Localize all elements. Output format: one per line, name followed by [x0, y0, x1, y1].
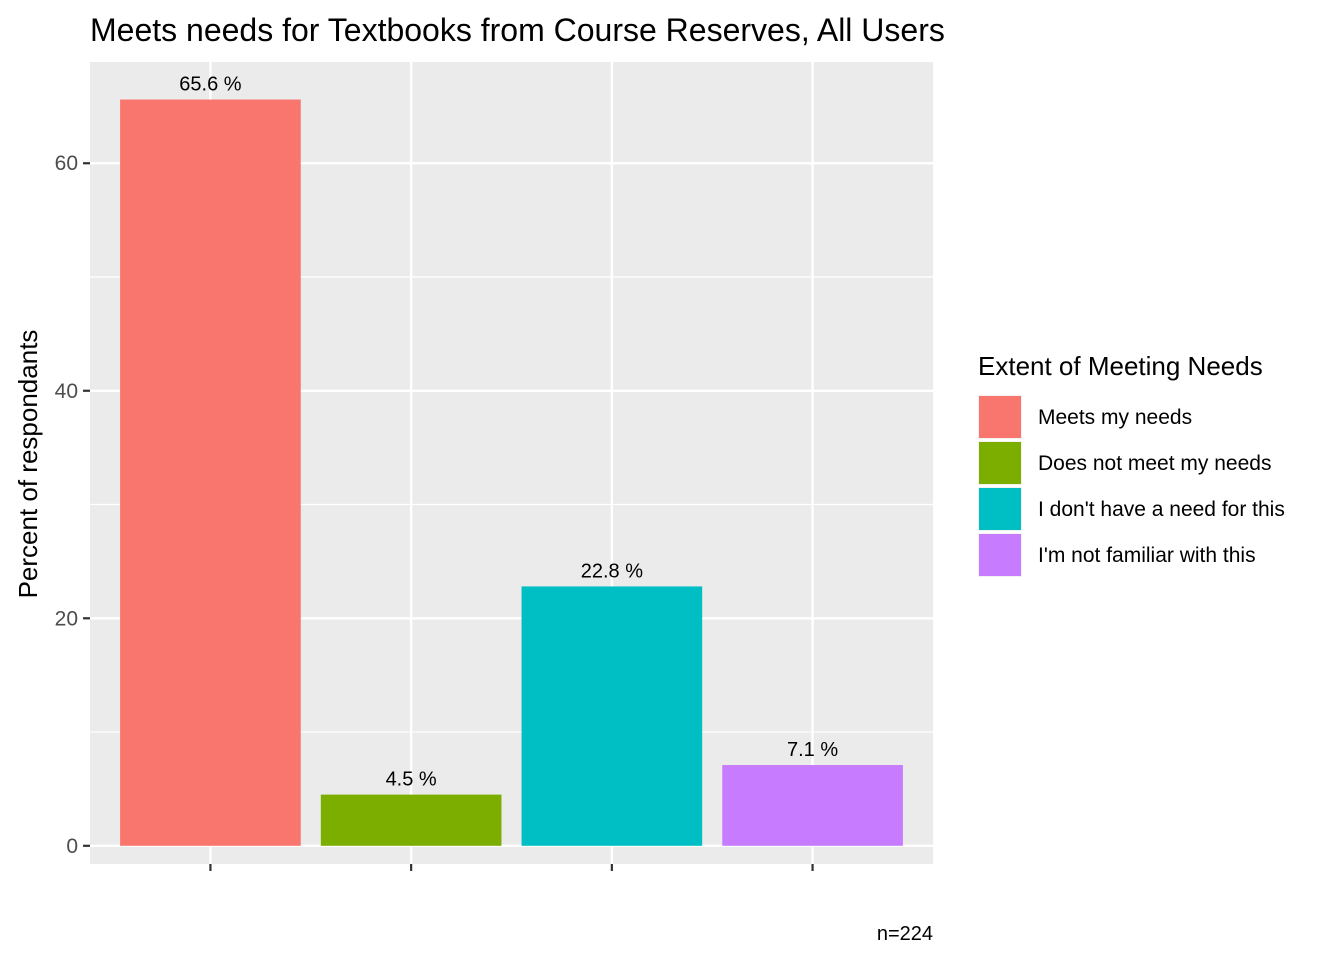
x-axis [209, 864, 814, 871]
y-tick-label: 60 [55, 152, 78, 175]
bars [120, 99, 903, 846]
bar-value-label: 65.6 % [179, 74, 241, 96]
chart-title: Meets needs for Textbooks from Course Re… [90, 12, 945, 48]
y-axis: 0 20 40 60 [55, 152, 90, 858]
legend-label: I don't have a need for this [1038, 498, 1285, 521]
legend-label: Does not meet my needs [1038, 452, 1271, 475]
legend-swatch [979, 488, 1021, 530]
y-tick-label: 20 [55, 607, 78, 630]
bar [722, 765, 903, 846]
bar [521, 586, 703, 846]
legend-label: Meets my needs [1038, 406, 1192, 429]
bar [120, 99, 301, 846]
y-axis-label: Percent of respondants [13, 330, 43, 599]
legend: Extent of Meeting Needs Meets my needs Do… [978, 351, 1285, 577]
y-tick-label: 40 [55, 380, 78, 403]
bar [320, 794, 502, 846]
bar-value-label: 4.5 % [386, 769, 437, 791]
y-tick-label: 0 [66, 835, 78, 858]
legend-label: I'm not familiar with this [1038, 544, 1256, 567]
legend-title: Extent of Meeting Needs [978, 351, 1263, 381]
bar-value-label: 22.8 % [581, 560, 643, 582]
caption: n=224 [877, 923, 933, 945]
legend-swatch [979, 396, 1021, 438]
legend-items: Meets my needs Does not meet my needs I do… [978, 395, 1285, 577]
legend-swatch [979, 534, 1021, 576]
bar-labels: 65.6 % 4.5 % 22.8 % 7.1 % [179, 74, 838, 791]
bar-value-label: 7.1 % [787, 739, 838, 761]
legend-swatch [979, 442, 1021, 484]
